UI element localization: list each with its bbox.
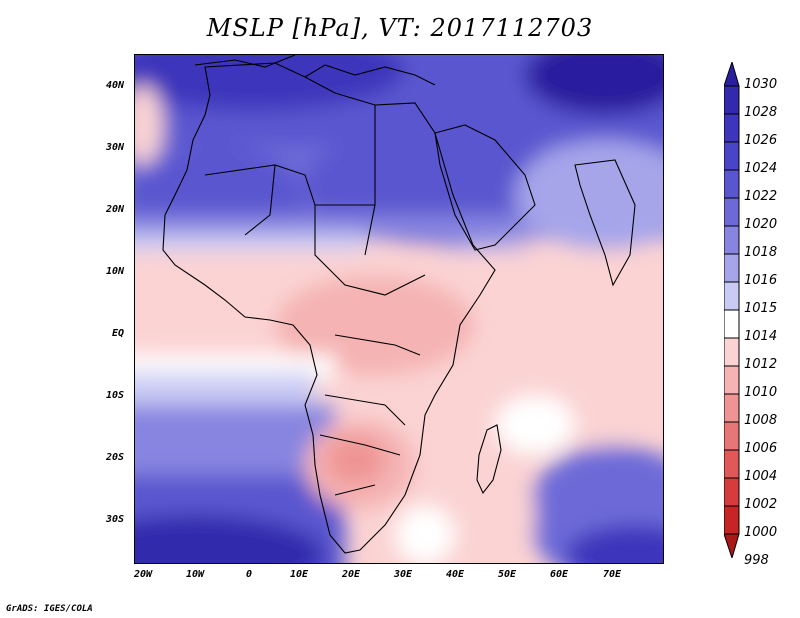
colorbar-swatch xyxy=(724,421,740,451)
lat-label: 10N xyxy=(106,266,125,277)
credit-text: GrADS: IGES/COLA xyxy=(6,604,93,614)
lon-label: 0 xyxy=(246,569,253,580)
colorbar-swatch xyxy=(724,253,740,283)
colorbar-level-label: 1006 xyxy=(744,441,778,456)
colorbar-swatch xyxy=(724,85,740,115)
colorbar-swatch xyxy=(724,197,740,227)
lon-label: 20W xyxy=(134,569,153,580)
colorbar-swatch xyxy=(724,169,740,199)
lat-label: 40N xyxy=(106,80,125,91)
pressure-field xyxy=(135,55,663,563)
colorbar-level-label: 1020 xyxy=(744,217,778,232)
colorbar-level-label: 1010 xyxy=(744,385,778,400)
colorbar-swatch xyxy=(724,281,740,311)
colorbar-swatch xyxy=(724,141,740,171)
colorbar-level-label: 1014 xyxy=(744,329,778,344)
colorbar-level-label: 998 xyxy=(744,553,769,568)
lon-label: 60E xyxy=(550,569,569,580)
colorbar-swatch xyxy=(724,365,740,395)
lat-label: 20S xyxy=(106,452,125,463)
colorbar-level-label: 1002 xyxy=(744,497,778,512)
colorbar-top-arrow xyxy=(724,62,740,87)
colorbar-swatch xyxy=(724,449,740,479)
colorbar-level-label: 1030 xyxy=(744,77,778,92)
colorbar-bottom-arrow xyxy=(724,533,740,558)
lon-label: 10E xyxy=(290,569,309,580)
lon-label: 40E xyxy=(446,569,465,580)
colorbar-swatch xyxy=(724,477,740,507)
colorbar-level-label: 1022 xyxy=(744,189,778,204)
pressure-map xyxy=(134,54,664,564)
colorbar-swatch xyxy=(724,505,740,535)
pressure-shading xyxy=(135,55,663,563)
colorbar-swatch xyxy=(724,309,740,339)
lon-label: 10W xyxy=(186,569,205,580)
colorbar-level-label: 1018 xyxy=(744,245,778,260)
colorbar-level-label: 1012 xyxy=(744,357,778,372)
colorbar-level-label: 1024 xyxy=(744,161,778,176)
colorbar-swatch xyxy=(724,337,740,367)
colorbar-legend: 1030 1028 1026 1024 1022 1020 1018 1016 1015 1014… xyxy=(724,62,800,568)
lat-label: 20N xyxy=(106,204,125,215)
map-title: MSLP [hPa], VT: 2017112703 xyxy=(206,14,594,42)
colorbar-level-label: 1000 xyxy=(744,525,778,540)
lat-label: 10S xyxy=(106,390,125,401)
colorbar-swatch xyxy=(724,113,740,143)
colorbar-level-label: 1008 xyxy=(744,413,778,428)
colorbar-level-label: 1004 xyxy=(744,469,778,484)
coastlines xyxy=(162,55,636,554)
lat-label: 30N xyxy=(106,142,125,153)
lon-label: 20E xyxy=(342,569,361,580)
colorbar xyxy=(724,62,740,558)
lon-label: 70E xyxy=(603,569,622,580)
colorbar-level-label: 1028 xyxy=(744,105,778,120)
colorbar-level-label: 1016 xyxy=(744,273,778,288)
colorbar-swatch xyxy=(724,393,740,423)
colorbar-swatch xyxy=(724,225,740,255)
lat-label: EQ xyxy=(112,328,125,339)
lat-label: 30S xyxy=(106,514,125,525)
colorbar-level-label: 1026 xyxy=(744,133,778,148)
lon-label: 50E xyxy=(498,569,517,580)
colorbar-level-label: 1015 xyxy=(744,301,778,316)
lon-label: 30E xyxy=(394,569,413,580)
